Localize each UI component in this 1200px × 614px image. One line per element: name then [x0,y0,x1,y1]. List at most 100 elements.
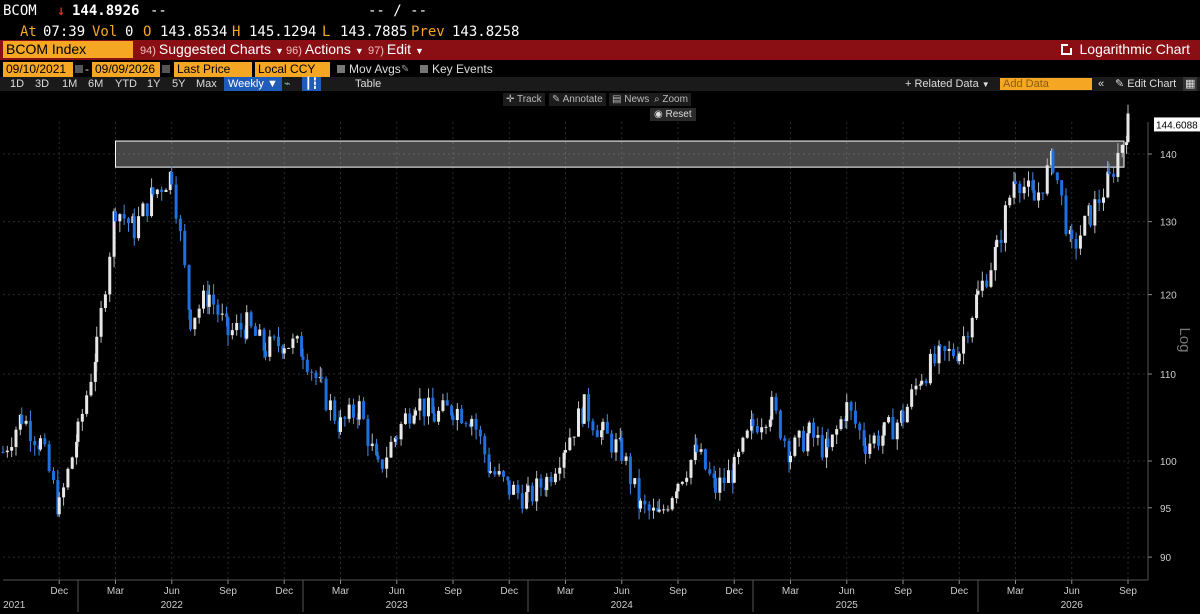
edit-chart-button[interactable]: ✎ Edit Chart [1115,77,1176,91]
x-tick-label: Sep [894,586,912,597]
timeframe-1y[interactable]: 1Y [147,78,161,90]
add-data-input[interactable]: Add Data [1000,78,1092,90]
candlestick-icon[interactable]: ┃┇ [302,77,322,91]
x-tick-label: Mar [1007,586,1025,597]
period-label: Weekly [228,78,264,90]
calendar-icon[interactable] [75,65,83,73]
y-tick-label: 100 [1160,457,1177,468]
candle-body [820,435,824,458]
logarithmic-chart-label: Logarithmic Chart [1079,41,1191,57]
candle-body [572,436,576,438]
candle-body [530,485,534,502]
candle-body [201,290,205,309]
currency-select[interactable]: Local CCY [255,62,330,77]
zoom-tool[interactable]: ⌕ Zoom [651,93,691,106]
candle-body [10,446,14,451]
candle-body [1093,199,1097,226]
actions-menu[interactable]: 96) Actions ▼ [286,41,364,58]
candle-body [1089,205,1092,226]
key-events-checkbox[interactable] [420,65,428,73]
news-label: News [624,94,650,105]
candle-body [80,413,84,422]
x-tick-label: Sep [669,586,687,597]
field-select[interactable]: Last Price [174,62,252,77]
reset-button[interactable]: ◉ Reset [650,108,696,121]
candle-body [807,422,811,434]
candle-body [193,317,197,330]
menu-bar [0,40,1200,60]
candle-body [33,441,37,446]
timeframe-6m[interactable]: 6M [88,78,104,90]
end-date-input[interactable]: 09/09/2026 [92,62,160,77]
timeframe-ytd[interactable]: YTD [115,78,137,90]
candle-body [268,336,272,357]
candle-body [662,509,666,511]
pencil-icon[interactable]: ✎ [401,64,410,75]
timeframe-1m[interactable]: 1M [62,78,78,90]
suggested-charts-menu[interactable]: 94) Suggested Charts ▼ [140,41,284,58]
candle-body [137,216,141,239]
candle-body [258,329,262,336]
candle-body [558,467,562,474]
candle-body [797,430,801,438]
y-axis-label: Log [1176,327,1193,352]
candle-body [601,421,605,431]
table-button[interactable]: Table [355,78,382,90]
prev-label: Prev [411,24,445,40]
net-change: -- [150,3,167,19]
related-data-label: + Related Data [905,78,979,90]
timeframe-1d[interactable]: 1D [10,78,25,90]
news-tool[interactable]: ▤ News [609,93,653,106]
candle-body [989,270,993,287]
start-date-input[interactable]: 09/10/2021 [3,62,73,77]
candle-body [685,477,689,482]
candle-body [464,423,468,425]
candle-body [301,356,305,360]
candle-body [399,423,403,440]
logarithmic-chart-link[interactable]: Logarithmic Chart [1060,41,1191,58]
low-price: 143.7885 [340,24,408,40]
candle-body [712,473,716,479]
candle-body [643,500,647,505]
calendar-icon[interactable] [162,65,170,73]
candle-body [876,435,880,446]
candle-body [905,406,909,423]
x-tick-label: Sep [1119,586,1137,597]
candle-body [314,372,318,379]
candle-body [1,451,5,453]
candle-body [755,425,759,433]
track-tool[interactable]: ✛ Track [503,93,545,106]
candle-body [300,336,304,357]
candle-body [693,444,697,461]
annotate-tool[interactable]: ✎ Annotate [549,93,606,106]
security-input[interactable]: BCOM Index [3,41,133,58]
candle-body [1101,197,1105,203]
timeframe-max[interactable]: Max [196,78,217,90]
edit-menu[interactable]: 97) Edit ▼ [368,41,424,58]
x-tick-label: Sep [444,586,462,597]
collapse-icon[interactable]: « [1098,78,1105,90]
candle-body [1126,113,1130,143]
candle-body [770,396,774,420]
candle-body [385,457,389,469]
candle-body [1074,239,1078,249]
candle-body [28,420,32,442]
mov-avgs-checkbox[interactable] [337,65,345,73]
line-chart-icon[interactable]: ⌁ [284,78,291,90]
candle-body [282,348,286,354]
timeframe-5y[interactable]: 5Y [172,78,186,90]
period-select[interactable]: Weekly ▼ [224,77,282,91]
candle-body [295,336,299,339]
related-data-menu[interactable]: + Related Data ▼ [905,77,990,91]
settings-icon[interactable]: ▦ [1183,77,1198,91]
candle-body [1018,183,1022,194]
x-year-label: 2024 [611,600,634,611]
candle-body [178,218,182,231]
candle-body [103,294,107,308]
x-tick-label: Dec [275,586,293,597]
candle-body [85,395,89,414]
timeframe-3d[interactable]: 3D [35,78,50,90]
candle-body [1116,152,1120,177]
candle-body [1012,181,1016,198]
